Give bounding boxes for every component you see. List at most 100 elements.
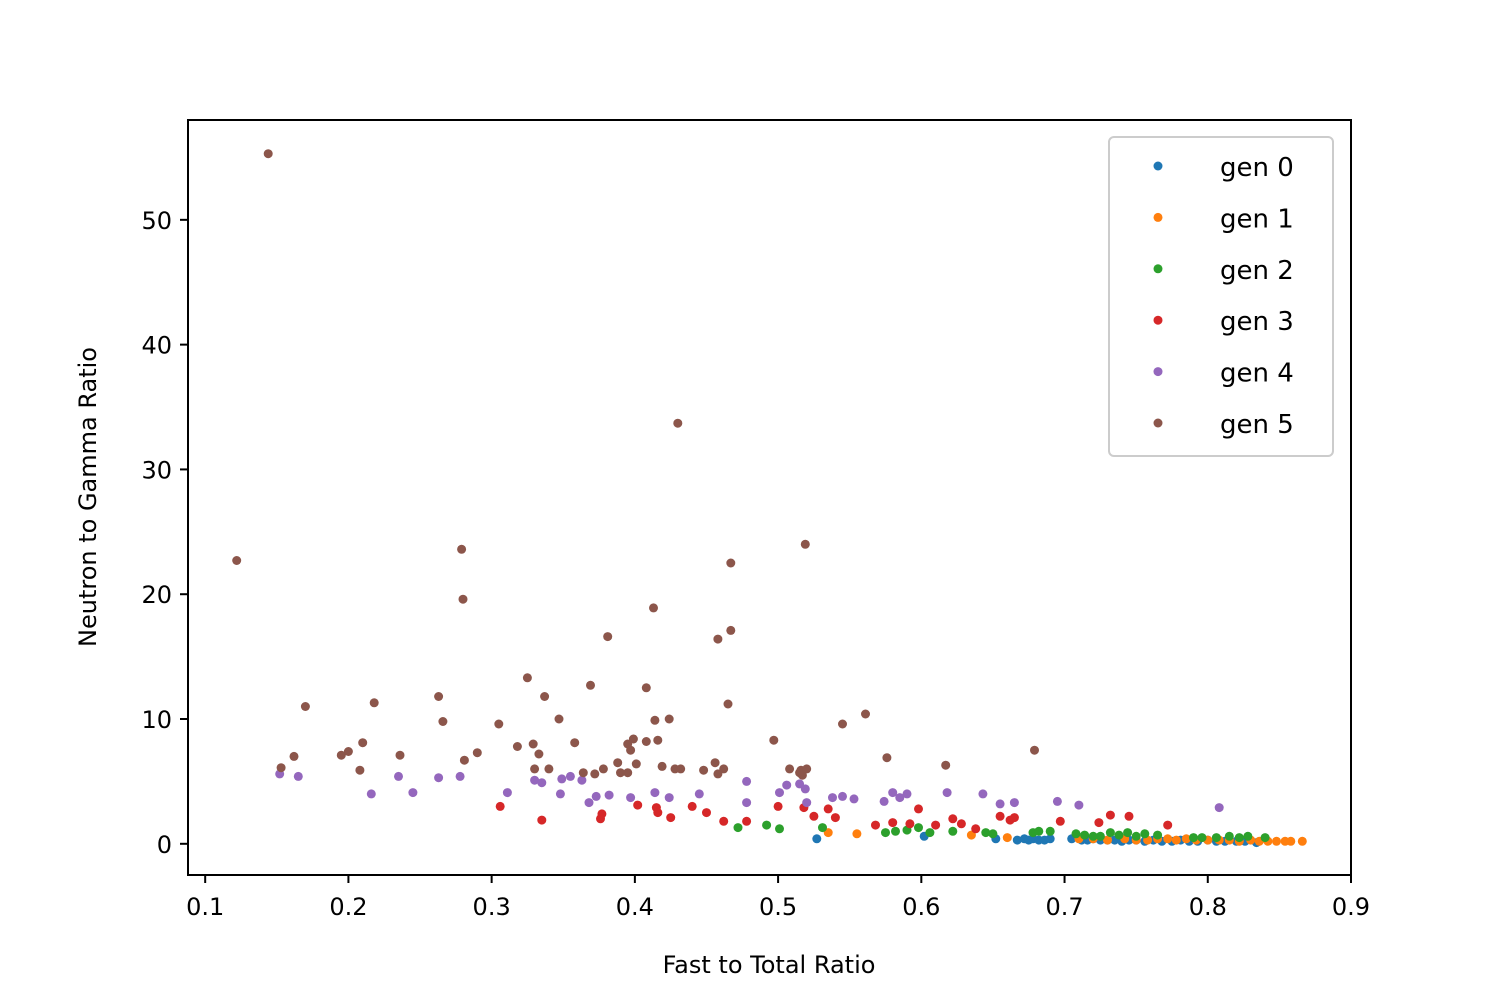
- legend: gen 0 gen 1 gen 2 gen 3 gen 4 gen 5: [1108, 136, 1334, 457]
- data-point-gen-5: [289, 751, 299, 761]
- data-point-gen-2: [914, 823, 923, 833]
- data-point-gen-4: [577, 775, 587, 785]
- data-point-gen-4: [888, 788, 898, 798]
- data-point-gen-5: [512, 742, 522, 751]
- data-point-gen-1: [852, 829, 862, 839]
- data-point-gen-4: [742, 776, 752, 786]
- data-point-gen-5: [458, 594, 468, 604]
- data-point-gen-4: [366, 789, 376, 799]
- legend-label: gen 0: [1220, 153, 1294, 183]
- data-point-gen-5: [544, 764, 554, 774]
- data-point-gen-5: [369, 698, 379, 708]
- data-point-gen-5: [800, 539, 810, 549]
- data-point-gen-4: [1074, 800, 1084, 810]
- data-point-gen-5: [358, 738, 368, 748]
- data-point-gen-4: [664, 793, 674, 803]
- data-point-gen-5: [528, 739, 538, 749]
- data-point-gen-5: [653, 735, 663, 745]
- data-point-gen-4: [1052, 796, 1062, 806]
- data-point-gen-4: [879, 796, 889, 806]
- data-point-gen-3: [742, 816, 752, 826]
- data-point-gen-4: [1009, 798, 1019, 808]
- data-point-gen-2: [1211, 833, 1221, 843]
- legend-label: gen 4: [1220, 359, 1294, 389]
- data-point-gen-5: [343, 747, 353, 756]
- data-point-gen-5: [457, 544, 467, 554]
- data-point-gen-2: [1080, 830, 1090, 840]
- data-point-gen-1: [1181, 834, 1191, 844]
- data-point-gen-4: [555, 789, 565, 799]
- y-axis: 0 10 20 30 40 50: [141, 207, 188, 859]
- data-point-gen-5: [676, 764, 686, 774]
- data-point-gen-5: [699, 765, 709, 775]
- data-point-gen-4: [838, 791, 847, 801]
- x-tick-label: 0.2: [329, 893, 367, 921]
- x-tick-label: 0.3: [473, 893, 511, 921]
- data-point-gen-5: [434, 692, 444, 701]
- data-point-gen-5: [641, 683, 651, 693]
- data-point-gen-4: [1214, 803, 1224, 813]
- y-tick-label: 50: [141, 207, 172, 235]
- data-point-gen-2: [1105, 828, 1115, 838]
- data-point-gen-3: [948, 814, 958, 824]
- data-point-gen-3: [666, 813, 676, 823]
- points-layer: [232, 149, 1307, 848]
- data-point-gen-4: [565, 771, 575, 781]
- x-tick-label: 0.1: [186, 893, 224, 921]
- data-point-gen-3: [653, 808, 663, 818]
- data-point-gen-2: [925, 828, 935, 838]
- data-point-gen-2: [881, 828, 890, 838]
- data-point-gen-1: [1002, 833, 1012, 843]
- legend-label: gen 1: [1220, 204, 1294, 234]
- data-point-gen-1: [1171, 835, 1181, 845]
- data-point-gen-5: [263, 149, 273, 159]
- x-tick-label: 0.9: [1332, 893, 1370, 921]
- legend-label: gen 3: [1220, 307, 1294, 337]
- data-point-gen-3: [597, 809, 607, 819]
- data-point-gen-5: [719, 764, 729, 774]
- data-point-gen-2: [1189, 833, 1198, 843]
- data-point-gen-1: [1272, 836, 1281, 846]
- data-point-gen-4: [995, 799, 1005, 809]
- data-point-gen-5: [623, 768, 633, 778]
- data-point-gen-4: [626, 793, 636, 803]
- data-point-gen-4: [978, 789, 988, 799]
- data-point-gen-2: [1224, 831, 1234, 841]
- data-point-gen-3: [719, 816, 729, 826]
- data-point-gen-5: [641, 737, 651, 746]
- x-tick-label: 0.7: [1045, 893, 1083, 921]
- data-point-gen-5: [395, 750, 405, 760]
- legend-marker-gen-5: [1153, 418, 1163, 428]
- data-point-gen-4: [584, 798, 594, 808]
- data-point-gen-4: [802, 798, 812, 808]
- data-point-gen-5: [586, 680, 595, 690]
- data-point-gen-3: [1163, 820, 1173, 830]
- data-point-gen-4: [782, 780, 792, 790]
- y-tick-label: 10: [141, 706, 172, 734]
- legend-marker-gen-3: [1153, 315, 1163, 325]
- data-point-gen-4: [828, 793, 837, 803]
- data-point-gen-4: [434, 773, 444, 783]
- data-point-gen-2: [988, 829, 998, 839]
- data-point-gen-4: [394, 771, 403, 781]
- x-tick-label: 0.6: [902, 893, 940, 921]
- data-point-gen-3: [956, 819, 966, 829]
- data-point-gen-4: [895, 793, 905, 803]
- data-point-gen-5: [570, 738, 580, 748]
- data-point-gen-5: [657, 761, 667, 771]
- data-point-gen-0: [812, 834, 822, 844]
- legend-marker-gen-1: [1153, 212, 1163, 222]
- data-point-gen-5: [530, 764, 540, 774]
- data-point-gen-5: [336, 750, 346, 760]
- data-point-gen-4: [694, 789, 704, 799]
- data-point-gen-2: [1131, 831, 1141, 841]
- data-point-gen-5: [540, 692, 550, 701]
- data-point-gen-5: [631, 759, 641, 769]
- data-point-gen-0: [1012, 835, 1022, 845]
- y-tick-label: 30: [141, 456, 172, 484]
- data-point-gen-2: [818, 823, 827, 833]
- data-point-gen-1: [1286, 836, 1296, 846]
- data-point-gen-5: [459, 755, 469, 765]
- data-point-gen-5: [438, 717, 448, 726]
